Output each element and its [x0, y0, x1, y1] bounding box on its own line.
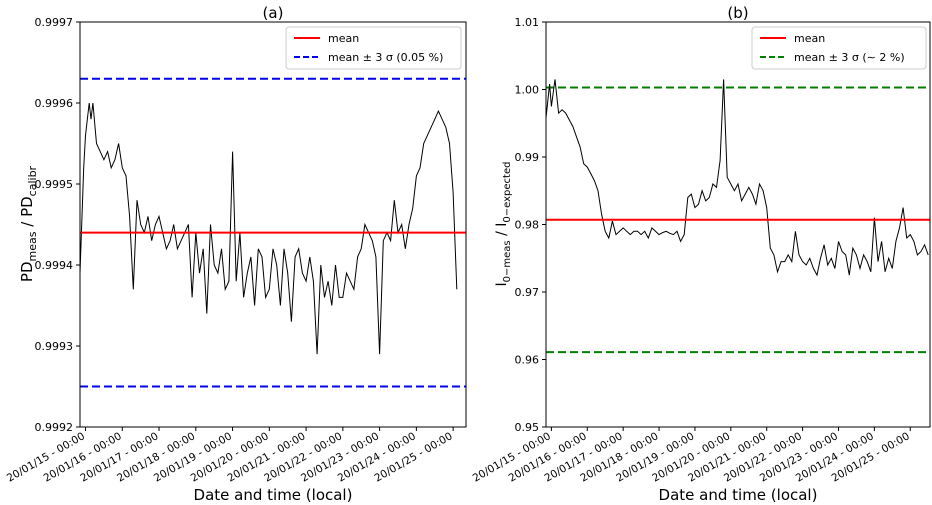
- y-tick-label: 0.98: [515, 219, 540, 232]
- measurement-series-line: [545, 79, 929, 277]
- y-axis-label-a-sub2: calibr: [26, 165, 39, 196]
- y-axis-label-a-main: PD: [18, 261, 36, 282]
- legend-b-mean-label: mean: [794, 32, 825, 45]
- y-tick-label: 0.9993: [35, 340, 74, 353]
- panel-b: 0.95 0.96 0.97 0.98 0.99 1.00 1.01 20/01/15 - …: [471, 4, 931, 504]
- b-marks: [545, 79, 930, 354]
- y-tick-label: 0.9992: [35, 421, 74, 434]
- y-tick-label: 0.95: [515, 421, 540, 434]
- y-axis-label-b: I0−meas / I0−expected: [494, 162, 513, 287]
- y-tick-label: 1.00: [515, 84, 540, 97]
- y-tick-label: 0.9997: [35, 16, 74, 29]
- y-axis-label-b-mid: / I: [494, 223, 510, 241]
- measurement-series-line: [79, 102, 458, 355]
- y-tick-label: 0.97: [515, 286, 540, 299]
- legend-b-band-label: mean ± 3 σ (∼ 2 %): [794, 51, 905, 64]
- y-tick-label: 0.99: [515, 151, 540, 164]
- y-ticks-a: 0.9992 0.9993 0.9994 0.9995 0.9996 0.9997: [35, 16, 80, 434]
- y-tick-label: 1.01: [515, 16, 540, 29]
- x-axis-label-a: Date and time (local): [194, 486, 353, 504]
- panel-label-b: (b): [727, 4, 748, 22]
- y-axis-label-a: PDmeas / PDcalibr: [18, 165, 39, 282]
- y-tick-label: 0.9996: [35, 97, 74, 110]
- y-axis-label-b-sub1: 0−meas: [502, 240, 513, 282]
- plot-area-a: [79, 77, 466, 388]
- legend-b: mean mean ± 3 σ (∼ 2 %): [751, 26, 927, 70]
- legend-a-mean-label: mean: [328, 32, 359, 45]
- legend-box-b: [751, 26, 927, 70]
- a-marks: [79, 77, 466, 388]
- plot-area-b: [545, 79, 930, 354]
- y-axis-label-a-mid: / PD: [18, 196, 36, 231]
- y-axis-label-a-sub1: meas: [26, 231, 39, 261]
- panel-label-a: (a): [263, 4, 284, 22]
- x-axis-label-b: Date and time (local): [659, 486, 818, 504]
- y-axis-label-b-sub2: 0−expected: [502, 162, 513, 223]
- panel-a: 0.9992 0.9993 0.9994 0.9995 0.9996 0.9997 20/…: [5, 4, 467, 504]
- legend-box-a: [285, 26, 462, 70]
- y-ticks-b: 0.95 0.96 0.97 0.98 0.99 1.00 1.01: [515, 16, 546, 434]
- y-tick-label: 0.9994: [35, 259, 74, 272]
- y-tick-label: 0.96: [515, 354, 540, 367]
- legend-a: mean mean ± 3 σ (0.05 %): [285, 26, 462, 70]
- axes-frame-a: [79, 21, 467, 428]
- legend-a-band-label: mean ± 3 σ (0.05 %): [328, 51, 443, 64]
- y-tick-label: 0.9995: [35, 178, 74, 191]
- y-axis-label-b-main: I: [494, 282, 510, 286]
